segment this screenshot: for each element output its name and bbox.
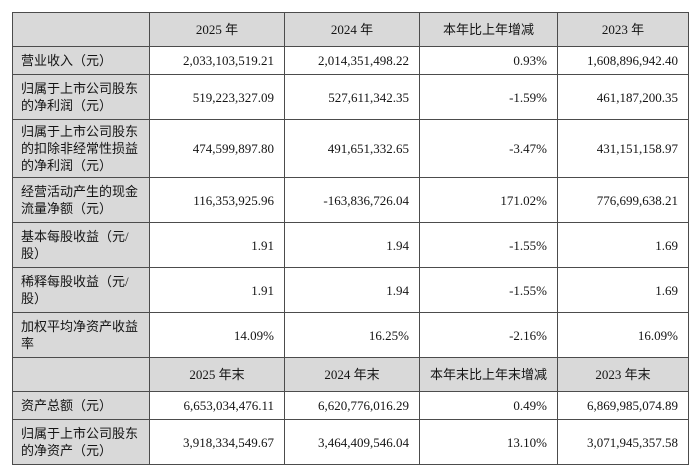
value-cell: 1.94 [284, 267, 420, 313]
table-row: 经营活动产生的现金流量净额（元） 116,353,925.96 -163,836,7… [12, 177, 689, 223]
value-cell: -1.59% [419, 74, 558, 120]
table-row: 归属于上市公司股东的净资产（元） 3,918,334,549.67 3,464,40… [12, 419, 689, 465]
value-cell: -3.47% [419, 119, 558, 178]
row-label: 基本每股收益（元/股） [12, 222, 150, 268]
row-label: 加权平均净资产收益率 [12, 312, 150, 358]
value-cell: 3,464,409,546.04 [284, 419, 420, 465]
financial-summary-table: 2025 年 2024 年本年比上年增减 2023 年营业收入（元） 2,033,10… [12, 12, 689, 465]
value-cell: 6,620,776,016.29 [284, 391, 420, 420]
row-label: 归属于上市公司股东的扣除非经常性损益的净利润（元） [12, 119, 150, 178]
corner-cell [12, 357, 150, 392]
value-cell: 461,187,200.35 [557, 74, 689, 120]
corner-cell [12, 12, 150, 47]
value-cell: 776,699,638.21 [557, 177, 689, 223]
value-cell: 1.91 [149, 267, 285, 313]
column-header: 本年末比上年末增减 [419, 357, 558, 392]
table-row: 归属于上市公司股东的净利润（元） 519,223,327.09 527,611,34… [12, 74, 689, 120]
row-label: 归属于上市公司股东的净利润（元） [12, 74, 150, 120]
row-label: 稀释每股收益（元/股） [12, 267, 150, 313]
value-cell: 14.09% [149, 312, 285, 358]
column-header: 2025 年 [149, 12, 285, 47]
value-cell: 6,653,034,476.11 [149, 391, 285, 420]
column-header: 2023 年 [557, 12, 689, 47]
row-label: 经营活动产生的现金流量净额（元） [12, 177, 150, 223]
value-cell: 1.69 [557, 222, 689, 268]
column-header: 2024 年 [284, 12, 420, 47]
table-row: 加权平均净资产收益率 14.09% 16.25% -2.16% 16.09% [12, 312, 689, 358]
value-cell: -1.55% [419, 222, 558, 268]
value-cell: -2.16% [419, 312, 558, 358]
table-row: 营业收入（元） 2,033,103,519.21 2,014,351,498.22 0… [12, 46, 689, 75]
table-row: 基本每股收益（元/股） 1.91 1.94 -1.55% 1.69 [12, 222, 689, 268]
financial-table-body: 2025 年 2024 年本年比上年增减 2023 年营业收入（元） 2,033,10… [12, 12, 689, 465]
value-cell: 527,611,342.35 [284, 74, 420, 120]
column-header: 2023 年末 [557, 357, 689, 392]
value-cell: 491,651,332.65 [284, 119, 420, 178]
value-cell: 13.10% [419, 419, 558, 465]
row-label: 营业收入（元） [12, 46, 150, 75]
period-header-row-2: 2025 年末 2024 年末 本年末比上年末增减 2023 年末 [12, 357, 689, 392]
value-cell: 116,353,925.96 [149, 177, 285, 223]
value-cell: 1.91 [149, 222, 285, 268]
value-cell: -1.55% [419, 267, 558, 313]
value-cell: 0.49% [419, 391, 558, 420]
row-label: 归属于上市公司股东的净资产（元） [12, 419, 150, 465]
value-cell: 3,918,334,549.67 [149, 419, 285, 465]
value-cell: 16.25% [284, 312, 420, 358]
table-row: 归属于上市公司股东的扣除非经常性损益的净利润（元） 474,599,897.80 4… [12, 119, 689, 178]
table-row: 资产总额（元） 6,653,034,476.11 6,620,776,016.29 0… [12, 391, 689, 420]
value-cell: 2,033,103,519.21 [149, 46, 285, 75]
value-cell: -163,836,726.04 [284, 177, 420, 223]
table-row: 稀释每股收益（元/股） 1.91 1.94 -1.55% 1.69 [12, 267, 689, 313]
value-cell: 16.09% [557, 312, 689, 358]
value-cell: 1.69 [557, 267, 689, 313]
column-header: 2024 年末 [284, 357, 420, 392]
value-cell: 6,869,985,074.89 [557, 391, 689, 420]
value-cell: 474,599,897.80 [149, 119, 285, 178]
value-cell: 431,151,158.97 [557, 119, 689, 178]
value-cell: 1.94 [284, 222, 420, 268]
value-cell: 2,014,351,498.22 [284, 46, 420, 75]
row-label: 资产总额（元） [12, 391, 150, 420]
value-cell: 171.02% [419, 177, 558, 223]
value-cell: 1,608,896,942.40 [557, 46, 689, 75]
value-cell: 3,071,945,357.58 [557, 419, 689, 465]
period-header-row-1: 2025 年 2024 年本年比上年增减 2023 年 [12, 12, 689, 47]
column-header: 2025 年末 [149, 357, 285, 392]
value-cell: 0.93% [419, 46, 558, 75]
value-cell: 519,223,327.09 [149, 74, 285, 120]
column-header: 本年比上年增减 [419, 12, 558, 47]
